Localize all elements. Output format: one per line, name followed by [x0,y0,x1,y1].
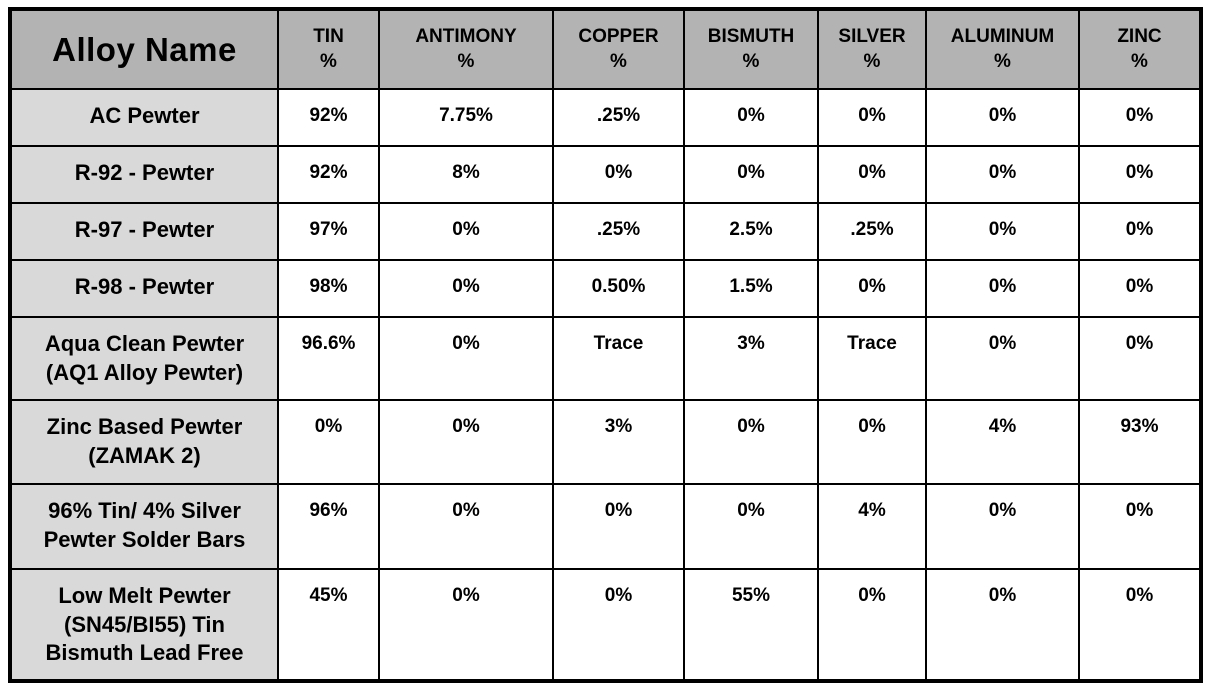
alloy-name-cell: Low Melt Pewter (SN45/BI55) Tin Bismuth … [9,568,279,682]
value-cell-bismuth: 1.5% [683,259,819,318]
value-cell-aluminum: 0% [925,202,1080,261]
alloy-name-cell: R-98 - Pewter [9,259,279,318]
column-header-bismuth: BISMUTH % [683,8,819,90]
table-row-zinc-based-pewter: Zinc Based Pewter (ZAMAK 2) 0% 0% 3% 0% … [9,399,1202,485]
table-row-aqua-clean-pewter: Aqua Clean Pewter (AQ1 Alloy Pewter) 96.… [9,316,1202,401]
value-cell-tin: 98% [277,259,380,318]
value-cell-antimony: 8% [378,145,554,204]
column-header-unit: % [457,50,475,72]
column-header-tin: TIN % [277,8,380,90]
column-header-unit: % [863,50,881,72]
table-row-r92-pewter: R-92 - Pewter 92% 8% 0% 0% 0% 0% 0% [9,145,1202,204]
alloy-name-cell: R-92 - Pewter [9,145,279,204]
alloy-name-header: Alloy Name [9,8,279,90]
value-cell-silver: .25% [817,202,927,261]
column-header-unit: % [320,50,337,72]
value-cell-bismuth: 0% [683,145,819,204]
value-cell-zinc: 0% [1078,145,1202,204]
column-header-unit: % [610,50,627,72]
value-cell-bismuth: 0% [683,483,819,570]
value-cell-silver: 0% [817,568,927,682]
column-header-unit: % [994,50,1011,72]
alloy-name-cell: Zinc Based Pewter (ZAMAK 2) [9,399,279,485]
value-cell-bismuth: 0% [683,88,819,147]
value-cell-tin: 92% [277,88,380,147]
value-cell-tin: 45% [277,568,380,682]
value-cell-zinc: 0% [1078,88,1202,147]
value-cell-silver: 0% [817,88,927,147]
value-cell-aluminum: 4% [925,399,1080,485]
value-cell-zinc: 93% [1078,399,1202,485]
value-cell-zinc: 0% [1078,259,1202,318]
header-row: Alloy Name TIN % ANTIMONY % COPPER % BIS… [9,8,1202,90]
value-cell-aluminum: 0% [925,145,1080,204]
value-cell-zinc: 0% [1078,568,1202,682]
column-header-copper: COPPER % [552,8,685,90]
alloy-name-cell: AC Pewter [9,88,279,147]
value-cell-copper: 0% [552,483,685,570]
value-cell-tin: 0% [277,399,380,485]
value-cell-bismuth: 55% [683,568,819,682]
value-cell-antimony: 0% [378,316,554,401]
value-cell-copper: 3% [552,399,685,485]
value-cell-copper: 0% [552,145,685,204]
value-cell-antimony: 0% [378,202,554,261]
column-header-antimony: ANTIMONY % [378,8,554,90]
value-cell-copper: .25% [552,88,685,147]
value-cell-aluminum: 0% [925,568,1080,682]
value-cell-bismuth: 2.5% [683,202,819,261]
alloy-composition-table: Alloy Name TIN % ANTIMONY % COPPER % BIS… [8,7,1203,683]
alloy-name-cell: Aqua Clean Pewter (AQ1 Alloy Pewter) [9,316,279,401]
value-cell-silver: Trace [817,316,927,401]
table-row-r97-pewter: R-97 - Pewter 97% 0% .25% 2.5% .25% 0% 0… [9,202,1202,261]
value-cell-copper: 0.50% [552,259,685,318]
value-cell-aluminum: 0% [925,259,1080,318]
value-cell-copper: Trace [552,316,685,401]
column-header-zinc: ZINC % [1078,8,1202,90]
column-header-label: TIN [313,25,344,47]
column-header-unit: % [1131,50,1148,72]
value-cell-zinc: 0% [1078,483,1202,570]
value-cell-tin: 96.6% [277,316,380,401]
value-cell-bismuth: 3% [683,316,819,401]
table-row-ac-pewter: AC Pewter 92% 7.75% .25% 0% 0% 0% 0% [9,88,1202,147]
value-cell-antimony: 0% [378,483,554,570]
value-cell-antimony: 0% [378,568,554,682]
value-cell-copper: .25% [552,202,685,261]
value-cell-antimony: 0% [378,399,554,485]
value-cell-copper: 0% [552,568,685,682]
value-cell-antimony: 7.75% [378,88,554,147]
value-cell-tin: 92% [277,145,380,204]
alloy-name-cell: 96% Tin/ 4% Silver Pewter Solder Bars [9,483,279,570]
value-cell-silver: 4% [817,483,927,570]
value-cell-tin: 97% [277,202,380,261]
column-header-label: ZINC [1117,25,1162,47]
table-row-low-melt-pewter: Low Melt Pewter (SN45/BI55) Tin Bismuth … [9,568,1202,682]
value-cell-aluminum: 0% [925,316,1080,401]
value-cell-silver: 0% [817,259,927,318]
value-cell-tin: 96% [277,483,380,570]
column-header-label: ALUMINUM [950,25,1055,47]
value-cell-zinc: 0% [1078,202,1202,261]
table-row-tin-silver-solder-bars: 96% Tin/ 4% Silver Pewter Solder Bars 96… [9,483,1202,570]
column-header-label: BISMUTH [707,25,795,47]
value-cell-silver: 0% [817,399,927,485]
value-cell-zinc: 0% [1078,316,1202,401]
value-cell-antimony: 0% [378,259,554,318]
value-cell-aluminum: 0% [925,483,1080,570]
column-header-aluminum: ALUMINUM % [925,8,1080,90]
column-header-unit: % [742,50,760,72]
column-header-label: COPPER [578,25,659,47]
alloy-name-cell: R-97 - Pewter [9,202,279,261]
column-header-label: ANTIMONY [415,25,517,47]
value-cell-bismuth: 0% [683,399,819,485]
value-cell-aluminum: 0% [925,88,1080,147]
column-header-silver: SILVER % [817,8,927,90]
value-cell-silver: 0% [817,145,927,204]
column-header-label: SILVER [838,25,906,47]
table-row-r98-pewter: R-98 - Pewter 98% 0% 0.50% 1.5% 0% 0% 0% [9,259,1202,318]
